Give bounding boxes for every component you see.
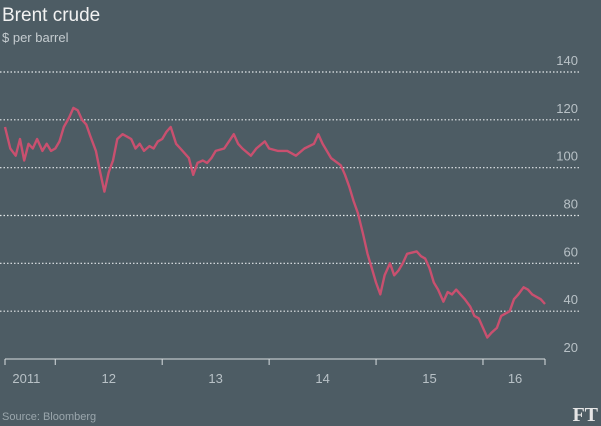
- y-tick-label: 80: [564, 197, 578, 212]
- chart-title: Brent crude: [2, 5, 100, 26]
- y-tick-label: 140: [556, 53, 578, 68]
- x-tick-label: 13: [208, 371, 222, 386]
- source: Source: Bloomberg: [2, 411, 96, 423]
- y-tick-label: 60: [564, 244, 578, 259]
- y-tick-label: 100: [556, 149, 578, 164]
- y-tick-label: 20: [564, 340, 578, 355]
- price-line: [3, 106, 546, 339]
- x-tick-label: 2011: [12, 371, 40, 386]
- logo: FT: [572, 404, 598, 426]
- y-tick-label: 40: [564, 292, 578, 307]
- x-tick-label: 16: [508, 371, 522, 386]
- x-tick-label: 14: [315, 371, 329, 386]
- x-tick-label: 15: [422, 371, 436, 386]
- x-tick-label: 12: [101, 371, 115, 386]
- chart-subtitle: $ per barrel: [2, 30, 69, 45]
- y-tick-label: 120: [556, 101, 578, 116]
